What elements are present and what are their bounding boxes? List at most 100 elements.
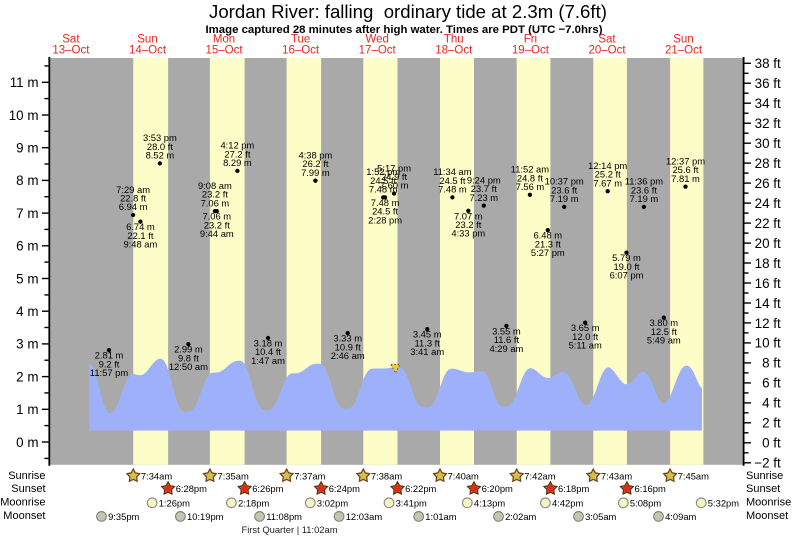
svg-text:9:35pm: 9:35pm <box>108 511 139 522</box>
svg-text:14–Oct: 14–Oct <box>129 45 167 57</box>
svg-text:Image captured 28 minutes afte: Image captured 28 minutes after high wat… <box>205 24 602 36</box>
svg-text:7.99 m: 7.99 m <box>301 167 330 178</box>
svg-text:11.3 ft: 11.3 ft <box>415 337 441 348</box>
svg-text:Moonrise: Moonrise <box>746 497 791 509</box>
svg-text:10:37 pm: 10:37 pm <box>545 176 584 187</box>
svg-text:4 ft: 4 ft <box>762 396 781 411</box>
svg-text:34 ft: 34 ft <box>755 96 781 111</box>
svg-text:25.2 ft: 25.2 ft <box>595 169 621 180</box>
svg-text:Sun: Sun <box>673 33 693 45</box>
svg-text:4:38 pm: 4:38 pm <box>298 150 332 161</box>
svg-text:7.06 m: 7.06 m <box>201 197 230 208</box>
svg-text:4:09am: 4:09am <box>665 511 696 522</box>
svg-text:9:08 am: 9:08 am <box>198 180 232 191</box>
svg-text:7.19 m: 7.19 m <box>630 193 659 204</box>
svg-text:6 m: 6 m <box>16 239 38 254</box>
svg-text:19.0 ft: 19.0 ft <box>613 261 639 272</box>
svg-text:11 m: 11 m <box>10 75 39 90</box>
svg-text:11.6 ft: 11.6 ft <box>494 334 520 345</box>
svg-text:Sunrise: Sunrise <box>8 470 45 482</box>
svg-text:3:41 am: 3:41 am <box>410 346 444 357</box>
svg-text:24.5 ft: 24.5 ft <box>439 175 465 186</box>
svg-text:4:29 am: 4:29 am <box>489 343 523 354</box>
svg-text:9:44 am: 9:44 am <box>200 228 234 239</box>
svg-text:Jordan River: falling ordinar: Jordan River: falling ordinary tide at 2… <box>209 1 607 22</box>
svg-text:17–Oct: 17–Oct <box>359 45 397 57</box>
svg-text:5 m: 5 m <box>16 271 38 286</box>
svg-text:12:03am: 12:03am <box>346 511 383 522</box>
svg-text:8 m: 8 m <box>16 173 38 188</box>
svg-text:32 ft: 32 ft <box>755 116 781 131</box>
svg-text:10 ft: 10 ft <box>755 336 781 351</box>
svg-text:20–Oct: 20–Oct <box>588 45 626 57</box>
svg-text:11:52 am: 11:52 am <box>511 164 550 175</box>
svg-text:7 m: 7 m <box>16 206 38 221</box>
svg-text:6:18pm: 6:18pm <box>558 483 589 494</box>
svg-text:6:26pm: 6:26pm <box>252 483 283 494</box>
svg-text:2 m: 2 m <box>16 369 38 384</box>
svg-text:10.9 ft: 10.9 ft <box>335 341 361 352</box>
svg-text:7.07 m: 7.07 m <box>454 210 483 221</box>
svg-text:5.79 m: 5.79 m <box>612 252 641 263</box>
svg-text:Moonset: Moonset <box>746 510 788 522</box>
svg-text:25.6 ft: 25.6 ft <box>672 164 698 175</box>
svg-text:12.0 ft: 12.0 ft <box>572 331 598 342</box>
svg-text:2.81 m: 2.81 m <box>95 350 124 361</box>
svg-text:6:22pm: 6:22pm <box>405 483 436 494</box>
svg-text:9.2 ft: 9.2 ft <box>99 358 120 369</box>
svg-text:16 ft: 16 ft <box>755 276 781 291</box>
svg-text:5:11 am: 5:11 am <box>569 340 602 351</box>
svg-text:3.55 m: 3.55 m <box>492 325 521 336</box>
svg-text:13–Oct: 13–Oct <box>52 45 90 57</box>
svg-text:7.48 m: 7.48 m <box>438 184 467 195</box>
svg-text:12 ft: 12 ft <box>755 316 781 331</box>
svg-text:19–Oct: 19–Oct <box>512 45 550 57</box>
svg-text:0 m: 0 m <box>16 435 38 450</box>
svg-text:6:07 pm: 6:07 pm <box>610 270 644 281</box>
svg-text:9 m: 9 m <box>16 141 38 156</box>
svg-text:11:34 am: 11:34 am <box>433 166 472 177</box>
svg-text:9:48 am: 9:48 am <box>123 239 157 250</box>
svg-text:3:41pm: 3:41pm <box>396 497 427 508</box>
svg-text:12:37 pm: 12:37 pm <box>666 155 705 166</box>
svg-text:7:34am: 7:34am <box>141 470 172 481</box>
svg-text:7.56 m: 7.56 m <box>516 181 545 192</box>
svg-text:7.06 m: 7.06 m <box>202 211 231 222</box>
svg-text:30 ft: 30 ft <box>755 136 781 151</box>
svg-text:Sun: Sun <box>137 33 157 45</box>
svg-text:2:28 pm: 2:28 pm <box>368 214 402 225</box>
svg-text:7:40am: 7:40am <box>448 470 479 481</box>
svg-text:Sunrise: Sunrise <box>746 470 783 482</box>
svg-text:3.65 m: 3.65 m <box>571 322 600 333</box>
svg-text:24.9 ft: 24.9 ft <box>381 171 407 182</box>
svg-text:38 ft: 38 ft <box>755 56 781 71</box>
svg-text:3.80 m: 3.80 m <box>649 317 678 328</box>
svg-text:28.0 ft: 28.0 ft <box>147 141 173 152</box>
svg-text:24 ft: 24 ft <box>755 196 781 211</box>
svg-text:7.19 m: 7.19 m <box>550 193 579 204</box>
svg-text:7.23 m: 7.23 m <box>469 192 498 203</box>
svg-text:10.4 ft: 10.4 ft <box>255 346 281 357</box>
svg-text:7.81 m: 7.81 m <box>671 173 700 184</box>
svg-text:7:35am: 7:35am <box>218 470 249 481</box>
svg-text:16–Oct: 16–Oct <box>282 45 320 57</box>
svg-text:First Quarter | 11:02am: First Quarter | 11:02am <box>242 524 338 535</box>
svg-text:2:02am: 2:02am <box>505 511 536 522</box>
svg-text:3.33 m: 3.33 m <box>333 333 362 344</box>
svg-text:1:26pm: 1:26pm <box>159 497 190 508</box>
svg-text:Sunset: Sunset <box>746 483 780 495</box>
svg-text:5:32pm: 5:32pm <box>708 497 739 508</box>
svg-text:11:08pm: 11:08pm <box>266 511 302 522</box>
svg-text:4:12 pm: 4:12 pm <box>220 140 254 151</box>
svg-text:5:08pm: 5:08pm <box>630 497 661 508</box>
svg-text:21–Oct: 21–Oct <box>665 45 703 57</box>
svg-text:Tue: Tue <box>291 33 310 45</box>
svg-text:6 ft: 6 ft <box>762 376 781 391</box>
svg-text:7.60 m: 7.60 m <box>380 180 409 191</box>
svg-text:26 ft: 26 ft <box>755 176 781 191</box>
svg-text:2:46 am: 2:46 am <box>331 350 365 361</box>
svg-text:18 ft: 18 ft <box>755 256 781 271</box>
svg-text:5:27 pm: 5:27 pm <box>531 247 565 258</box>
svg-text:7:37am: 7:37am <box>294 470 325 481</box>
svg-text:3:05am: 3:05am <box>585 511 616 522</box>
